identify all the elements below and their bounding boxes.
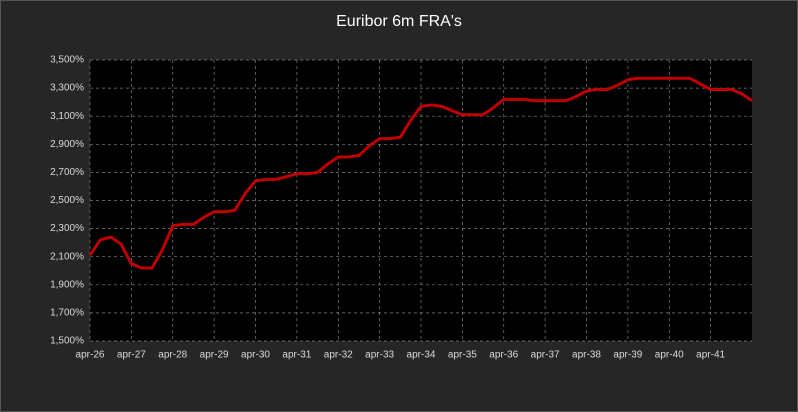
x-tick-label: apr-41 [696,350,725,361]
x-tick-label: apr-36 [489,350,518,361]
y-tick-label: 3,300% [50,83,84,94]
y-tick-label: 1,700% [50,308,84,319]
x-tick-label: apr-40 [655,350,684,361]
x-tick-label: apr-38 [572,350,601,361]
y-tick-label: 1,500% [50,336,84,347]
x-tick-label: apr-34 [407,350,436,361]
y-tick-label: 2,500% [50,195,84,206]
data-line [88,76,753,270]
x-tick-label: apr-33 [365,350,394,361]
y-tick-label: 1,900% [50,279,84,290]
x-tick-label: apr-37 [531,350,560,361]
x-tick-label: apr-30 [241,350,270,361]
x-tick-label: apr-29 [200,350,229,361]
x-tick-label: apr-27 [117,350,146,361]
y-tick-label: 3,500% [50,55,84,66]
y-tick-label: 3,100% [50,111,84,122]
x-tick-label: apr-28 [158,350,187,361]
x-tick-label: apr-39 [613,350,642,361]
x-tick-label: apr-35 [448,350,477,361]
y-tick-label: 2,300% [50,223,84,234]
x-tick-label: apr-26 [76,350,105,361]
chart-title: Euribor 6m FRA's [336,13,462,30]
y-tick-label: 2,900% [50,139,84,150]
y-tick-label: 2,100% [50,251,84,262]
x-tick-label: apr-31 [282,350,311,361]
x-tick-label: apr-32 [324,350,353,361]
y-tick-label: 2,700% [50,167,84,178]
